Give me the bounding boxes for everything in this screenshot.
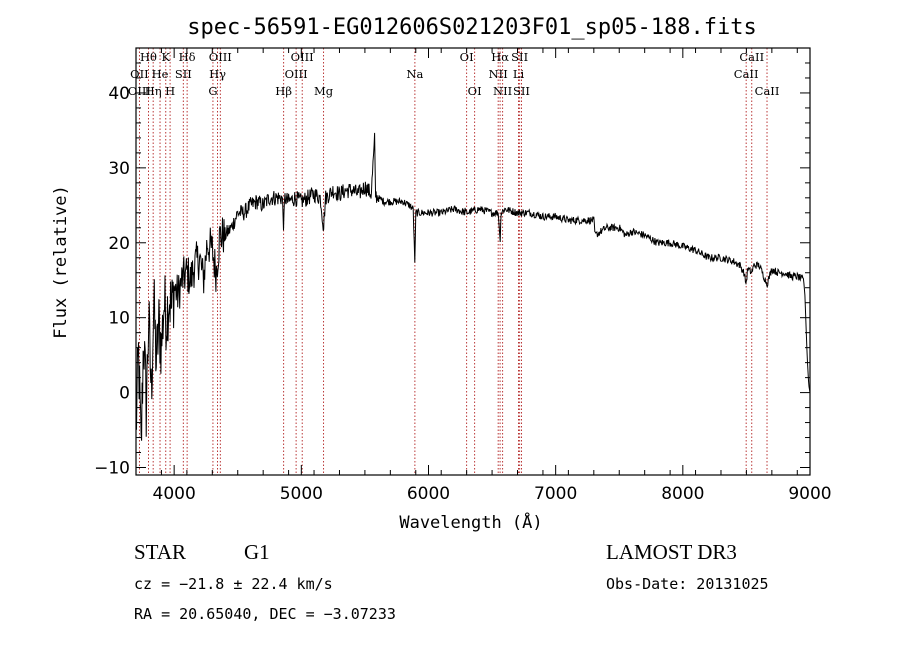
- line-label: Hη: [145, 84, 162, 98]
- line-label: G: [208, 84, 217, 98]
- line-label: Hβ: [275, 84, 292, 98]
- x-tick-label: 8000: [661, 484, 704, 504]
- x-tick-label: 4000: [153, 484, 196, 504]
- line-label: Hδ: [179, 50, 196, 64]
- line-label: CaII: [734, 67, 759, 81]
- y-tick-label: 30: [108, 159, 130, 179]
- x-axis-ticks: 4000 5000 6000 7000 8000 9000: [135, 48, 832, 504]
- line-label: CaII: [739, 50, 764, 64]
- line-label: OI: [460, 50, 474, 64]
- emission-line-markers: [138, 48, 768, 475]
- x-tick-label: 6000: [407, 484, 450, 504]
- line-label: OIII: [291, 50, 314, 64]
- x-axis-label: Wavelength (Å): [399, 511, 542, 533]
- line-label: OIII: [128, 84, 151, 98]
- object-class: STAR: [134, 540, 186, 564]
- x-tick-label: 7000: [534, 484, 577, 504]
- line-label: Na: [406, 67, 423, 81]
- line-label: Hθ: [140, 50, 157, 64]
- plot-frame: [135, 47, 811, 476]
- line-label: SII: [513, 84, 530, 98]
- object-subclass: G1: [244, 540, 270, 564]
- redshift-readout: cz = −21.8 ± 22.4 km/s: [134, 575, 333, 593]
- line-label: SII: [175, 67, 192, 81]
- x-tick-label: 5000: [280, 484, 323, 504]
- chart-title: spec-56591-EG012606S021203F01_sp05-188.f…: [187, 15, 757, 40]
- y-tick-label: 10: [108, 309, 130, 329]
- line-label: NII: [489, 67, 508, 81]
- line-label: H: [165, 84, 175, 98]
- y-tick-label: 20: [108, 234, 130, 254]
- line-label: OII: [130, 67, 149, 81]
- line-label: OIII: [285, 67, 308, 81]
- line-label: SII: [511, 50, 528, 64]
- line-label: Li: [513, 67, 525, 81]
- line-label: OIII: [209, 50, 232, 64]
- obs-date: Obs-Date: 20131025: [606, 575, 769, 593]
- x-tick-label: 9000: [788, 484, 831, 504]
- line-label: OI: [468, 84, 482, 98]
- line-label: NII: [493, 84, 512, 98]
- spectrum-line: [135, 132, 811, 441]
- y-tick-label: 40: [108, 84, 130, 104]
- spectrum-series: [135, 132, 811, 441]
- line-label: K: [161, 50, 170, 64]
- y-tick-label: 0: [119, 384, 130, 404]
- y-axis-label: Flux (relative): [51, 185, 71, 339]
- line-label: He: [152, 67, 169, 81]
- line-label: Hα: [491, 50, 509, 64]
- y-tick-label: −10: [94, 459, 130, 479]
- line-label: Mg: [314, 84, 334, 98]
- survey-name: LAMOST DR3: [606, 540, 737, 564]
- line-label: Hγ: [209, 67, 226, 81]
- coordinates: RA = 20.65040, DEC = −3.07233: [134, 605, 396, 623]
- line-label: CaII: [755, 84, 780, 98]
- y-axis-ticks: −10 0 10 20 30 40: [94, 62, 810, 479]
